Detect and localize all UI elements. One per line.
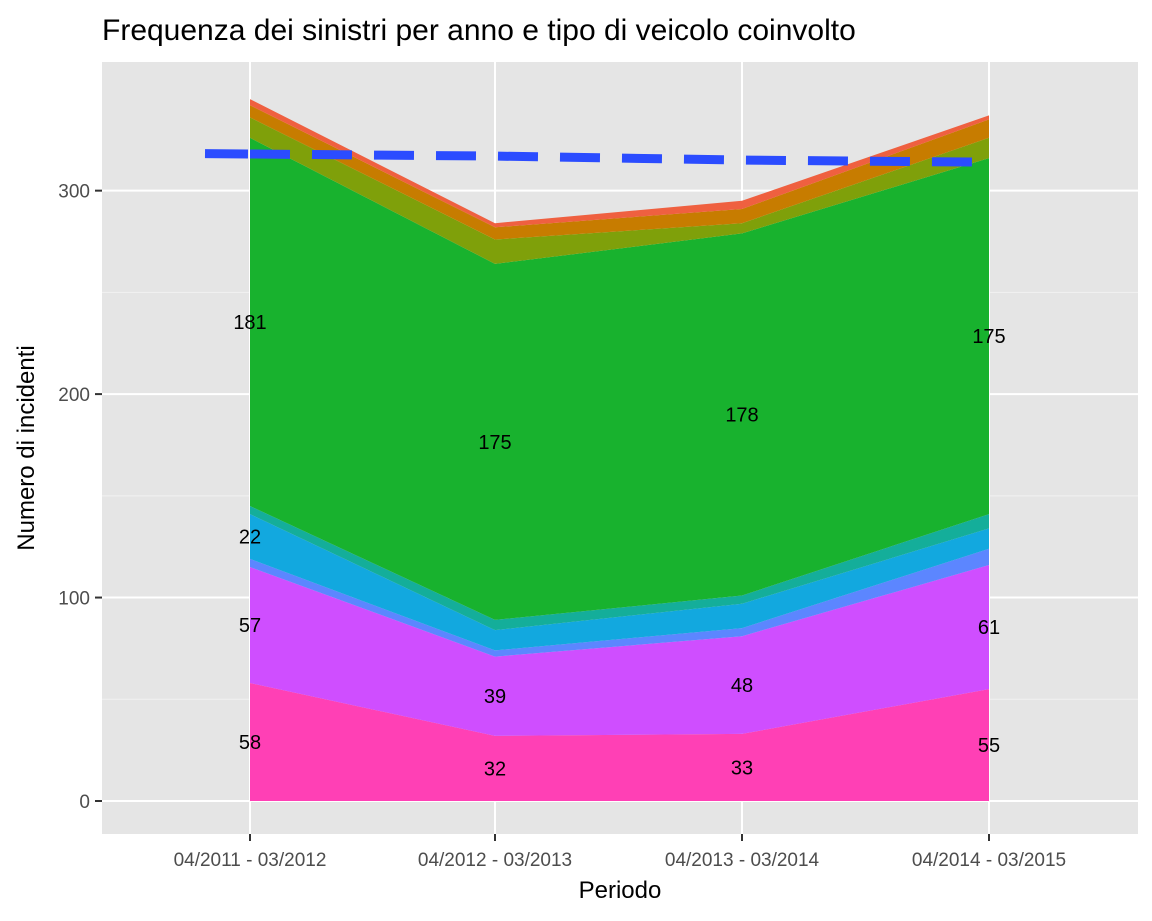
area-series-3 (250, 514, 989, 651)
data-label: 57 (239, 615, 261, 637)
y-tick-label: 100 (58, 589, 90, 610)
stacked-areas (250, 99, 989, 801)
data-label: 181 (233, 312, 266, 334)
x-tick-label: 04/2014 - 03/2015 (912, 850, 1066, 871)
x-axis: 04/2011 - 03/2012 04/2012 - 03/2013 04/201… (174, 834, 1066, 871)
data-label: 178 (725, 404, 758, 426)
data-label: 61 (978, 617, 1000, 639)
data-labels: 58 32 33 55 57 39 48 61 22 181 175 178 175 (233, 312, 1005, 781)
data-label: 48 (731, 675, 753, 697)
chart-title: Frequenza dei sinistri per anno e tipo d… (102, 14, 856, 47)
data-label: 22 (239, 527, 261, 549)
area-series-4 (250, 506, 989, 631)
data-label: 175 (478, 432, 511, 454)
data-label: 33 (731, 757, 753, 779)
area-series-7 (250, 105, 989, 240)
x-tick-label: 04/2012 - 03/2013 (418, 850, 572, 871)
y-axis: 0 100 200 300 (58, 182, 102, 813)
area-series-8 (250, 99, 989, 228)
area-series-5 (250, 137, 989, 620)
x-tick-label: 04/2013 - 03/2014 (665, 850, 820, 871)
area-series-1 (250, 565, 989, 736)
area-series-6 (250, 117, 989, 264)
trend-line-group (204, 149, 990, 167)
x-tick-label: 04/2011 - 03/2012 (174, 850, 327, 871)
data-label: 175 (972, 326, 1005, 348)
y-axis-title: Numero di incidenti (13, 345, 40, 550)
area-series-0 (250, 683, 989, 801)
x-axis-title: Periodo (579, 877, 662, 904)
y-tick-label: 0 (79, 792, 90, 813)
data-label: 58 (239, 732, 261, 754)
data-label: 55 (978, 735, 1000, 757)
y-tick-label: 200 (58, 385, 90, 406)
data-label: 39 (484, 686, 506, 708)
y-tick-label: 300 (58, 182, 90, 203)
area-series-2 (250, 548, 989, 657)
data-label: 32 (484, 758, 506, 780)
